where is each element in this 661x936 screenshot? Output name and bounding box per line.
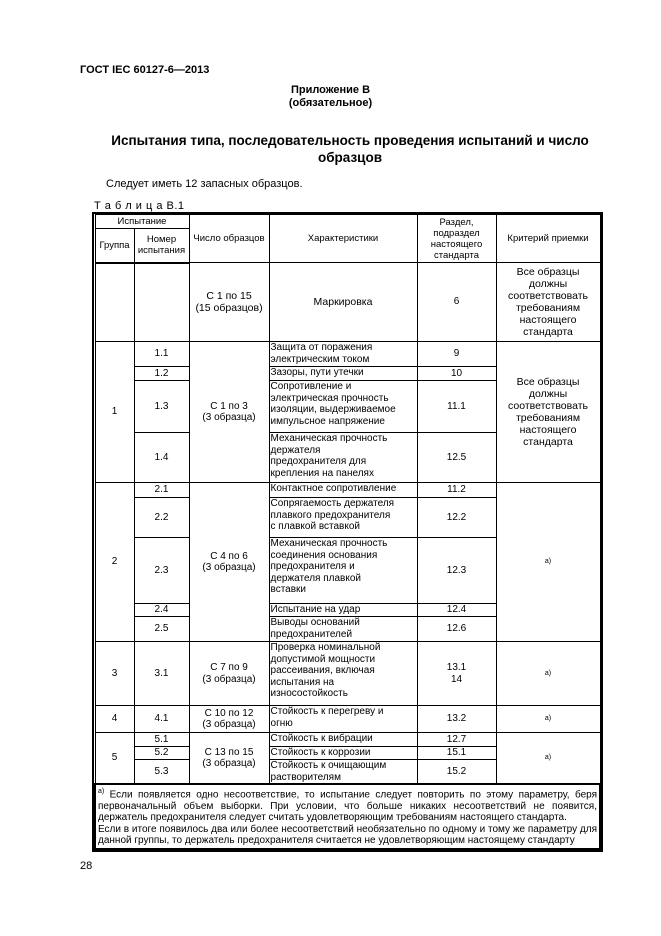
criterion-footnote-ref: а): [495, 732, 601, 785]
num-cell: 1.1: [133, 341, 190, 367]
section-cell: 13.2: [416, 705, 497, 733]
table-caption: Т а б л и ц а В.1: [94, 200, 185, 212]
criterion-footnote-ref: а): [495, 705, 601, 733]
char-cell: Стойкость к вибрации: [268, 732, 418, 747]
char-cell: Стойкость к очищающим растворителям: [268, 759, 418, 785]
char-cell: Маркировка: [268, 262, 418, 342]
num-cell: 1.3: [133, 380, 190, 433]
page-number: 28: [80, 860, 93, 872]
table-row: 2.2 Сопрягаемость держателя плавкого пре…: [95, 497, 600, 538]
section-cell: 15.1: [416, 746, 497, 760]
header-number: Номер испытания: [133, 228, 190, 264]
footnote-paragraph: Если в итоге появилось два или более нес…: [98, 823, 598, 847]
count-cell: С 13 по 15 (3 образца): [188, 732, 270, 785]
char-cell: Зазоры, пути утечки: [268, 366, 418, 381]
footnote-mark: а): [98, 788, 105, 795]
num-cell: 2.4: [133, 603, 190, 617]
num-cell: 5.1: [133, 732, 190, 747]
table-row: 1.3 Сопротивление и электрическая прочно…: [95, 380, 600, 433]
annex-status: (обязательное): [288, 97, 373, 109]
group-cell: 5: [94, 732, 135, 785]
char-cell: Механическая прочность держателя предохр…: [268, 432, 418, 483]
header-characteristics: Характеристики: [268, 214, 418, 263]
char-cell: Сопрягаемость держателя плавкого предохр…: [268, 497, 418, 538]
section-cell: 12.4: [416, 603, 497, 617]
table-row: 3 3.1 С 7 по 9 (3 образца) Проверка номи…: [94, 641, 601, 706]
document-id: ГОСТ IEC 60127-6—2013: [80, 64, 210, 76]
char-cell: Стойкость к коррозии: [268, 746, 418, 760]
header-test: Испытание: [94, 214, 190, 229]
char-cell: Выводы оснований предохранителей: [268, 616, 418, 642]
num-cell: 1.4: [133, 432, 190, 483]
section-cell: 13.1 14: [416, 641, 497, 706]
group-cell: 2: [94, 482, 135, 642]
section-cell: 6: [416, 262, 497, 342]
num-cell: 5.2: [133, 746, 190, 760]
table-row: 2 2.1 С 4 по 6 (3 образца) Контактное со…: [94, 482, 601, 642]
count-cell: С 1 по 3 (3 образца): [188, 341, 270, 483]
group-cell: 4: [94, 705, 135, 733]
group-cell: 1: [94, 341, 135, 483]
section-cell: 15.2: [416, 759, 497, 785]
table-row: С 1 по 15 (15 образцов) Маркировка 6 Все…: [94, 262, 601, 342]
table-row: 1.4 Механическая прочность держателя пре…: [95, 432, 600, 483]
section-cell: 12.2: [416, 497, 497, 538]
test-table: Испытание Число образцов Характеристики …: [91, 212, 604, 852]
section-cell: 10: [416, 366, 497, 381]
num-cell: 4.1: [133, 705, 190, 733]
group-cell: 3: [94, 641, 135, 706]
num-cell: 2.5: [133, 616, 190, 642]
count-cell: С 1 по 15 (15 образцов): [188, 262, 270, 342]
num-cell: 2.1: [133, 482, 190, 498]
criterion-cell: Все образцы должны соответствовать требо…: [495, 262, 601, 342]
criterion-footnote-ref: а): [495, 482, 601, 642]
criterion-footnote-ref: а): [495, 641, 601, 706]
count-cell: С 4 по 6 (3 образца): [188, 482, 270, 642]
num-cell: 2.2: [133, 497, 190, 538]
table-row: 5 5.1 С 13 по 15 (3 образца) Стойкость к…: [94, 732, 601, 785]
char-cell: Защита от поражения электрическим током: [268, 341, 418, 367]
table-row: 5.2 Стойкость к коррозии 15.1: [95, 746, 600, 760]
annex-title: Приложение В: [290, 84, 371, 96]
char-cell: Проверка номинальной допустимой мощности…: [268, 641, 418, 706]
section-title: Испытания типа, последовательность прове…: [111, 133, 589, 165]
section-cell: 11.1: [416, 380, 497, 433]
char-cell: Механическая прочность соединения основа…: [268, 537, 418, 604]
num-cell: 1.2: [133, 366, 190, 381]
count-cell: С 7 по 9 (3 образца): [188, 641, 270, 706]
char-cell: Стойкость к перегреву и огню: [268, 705, 418, 733]
section-cell: 12.3: [416, 537, 497, 604]
char-cell: Испытание на удар: [268, 603, 418, 617]
num-cell: 3.1: [133, 641, 190, 706]
table-row: 1 1.1 С 1 по 3 (3 образца) Защита от пор…: [94, 341, 601, 483]
num-cell: 5.3: [133, 759, 190, 785]
section-cell: 12.7: [416, 732, 497, 747]
header-section: Раздел, подраздел настоящего стандарта: [416, 214, 497, 263]
footnote: а) Если появляется одно несоответствие, …: [93, 783, 602, 850]
annex-heading: Приложение В (обязательное): [0, 84, 661, 110]
section-cell: 11.2: [416, 482, 497, 498]
footnote-paragraph: Если появляется одно несоответствие, то …: [98, 789, 598, 824]
char-cell: Контактное сопротивление: [268, 482, 418, 498]
note-text: Следует иметь 12 запасных образцов.: [106, 178, 303, 190]
footnote-row: а) Если появляется одно несоответствие, …: [93, 783, 602, 850]
count-cell: С 10 по 12 (3 образца): [188, 705, 270, 733]
table-row: 2.5 Выводы оснований предохранителей 12.…: [95, 616, 600, 642]
header-group: Группа: [94, 228, 135, 264]
header-count: Число образцов: [188, 214, 270, 263]
table-row: 4 4.1 С 10 по 12 (3 образца) Стойкость к…: [94, 705, 601, 733]
header-criterion: Критерий приемки: [495, 214, 601, 263]
char-cell: Сопротивление и электрическая прочность …: [268, 380, 418, 433]
criterion-cell: Все образцы должны соответствовать требо…: [495, 341, 601, 483]
section-cell: 9: [416, 341, 497, 367]
num-cell: 2.3: [133, 537, 190, 604]
section-cell: 12.6: [416, 616, 497, 642]
section-cell: 12.5: [416, 432, 497, 483]
table-row: 1.2 Зазоры, пути утечки 10: [95, 366, 600, 381]
